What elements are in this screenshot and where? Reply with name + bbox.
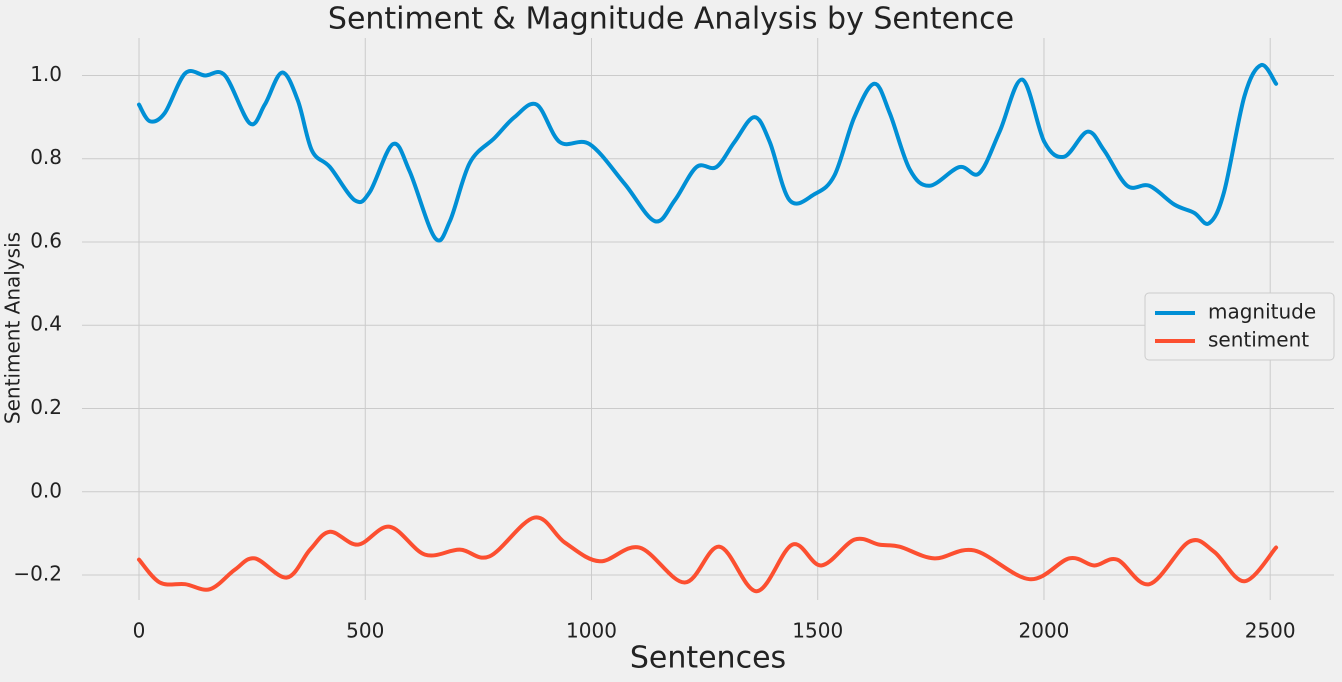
x-tick-label: 1000 bbox=[566, 619, 617, 643]
y-tick-label: 0.6 bbox=[30, 228, 62, 252]
chart-title: Sentiment & Magnitude Analysis by Senten… bbox=[328, 2, 1014, 37]
lines bbox=[137, 63, 1279, 594]
x-tick-label: 2500 bbox=[1245, 619, 1296, 643]
x-tick-label: 0 bbox=[133, 619, 146, 643]
y-tick-label: 1.0 bbox=[30, 62, 62, 86]
x-axis-label: Sentences bbox=[630, 641, 786, 676]
y-tick-label: 0.0 bbox=[30, 478, 62, 502]
legend-label: magnitude bbox=[1208, 300, 1316, 324]
legend: magnitude sentiment bbox=[1144, 292, 1335, 361]
x-tick-label: 2000 bbox=[1019, 619, 1070, 643]
y-tick-label: 0.2 bbox=[30, 395, 62, 419]
x-tick-label: 1500 bbox=[792, 619, 843, 643]
data-line bbox=[137, 63, 1279, 243]
y-tick-label: 0.4 bbox=[30, 312, 62, 336]
y-axis-label: Sentiment Analysis bbox=[1, 232, 25, 424]
legend-label: sentiment bbox=[1208, 328, 1309, 352]
legend-box bbox=[1144, 292, 1335, 361]
y-tick-label: 0.8 bbox=[30, 145, 62, 169]
grid bbox=[82, 38, 1334, 600]
x-tick-label: 500 bbox=[346, 619, 384, 643]
data-line bbox=[137, 515, 1279, 594]
y-tick-label: −0.2 bbox=[13, 562, 62, 586]
